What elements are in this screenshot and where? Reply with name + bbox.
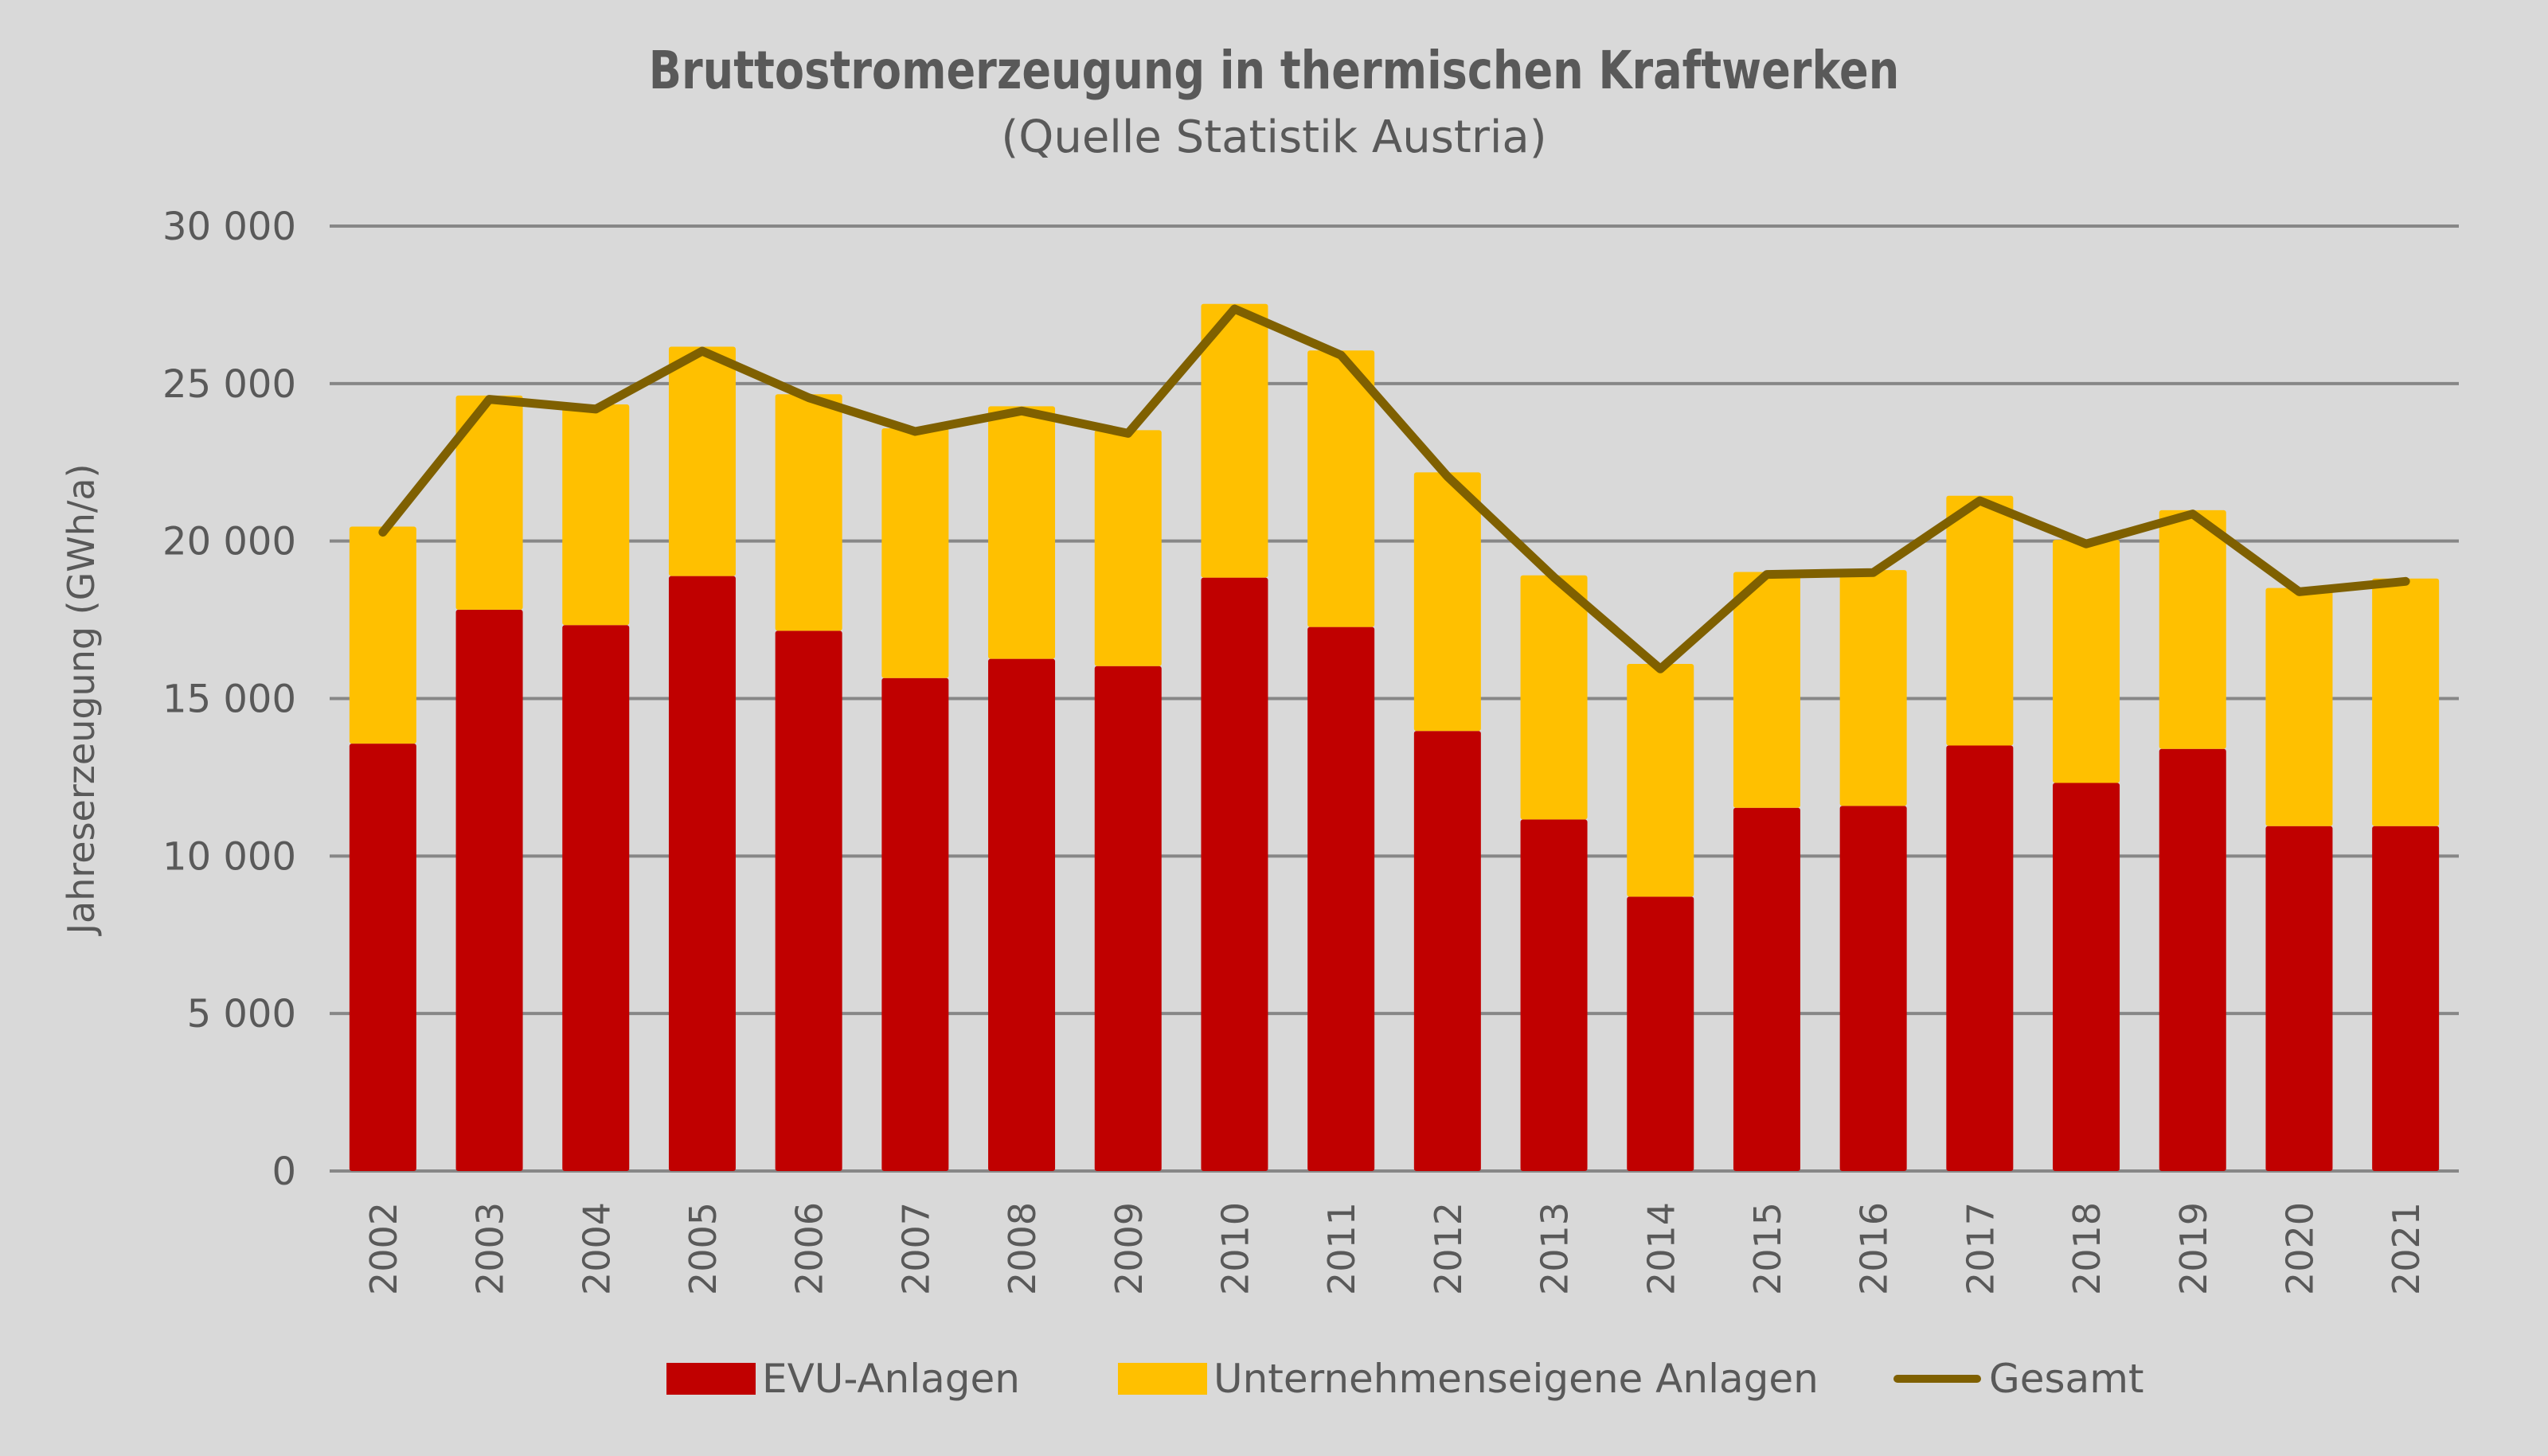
bar-unternehmen <box>988 406 1056 659</box>
bar-evu <box>2053 783 2120 1171</box>
x-tick-label: 2017 <box>1959 1202 2002 1295</box>
bar-unternehmen <box>2053 540 2120 783</box>
bar-evu <box>1413 731 1481 1171</box>
bar-evu <box>881 677 949 1171</box>
y-tick-label: 5 000 <box>187 992 296 1036</box>
bar-evu <box>1520 819 1588 1171</box>
bar-unternehmen <box>668 346 736 576</box>
legend-swatch-evu <box>666 1363 756 1395</box>
bar-evu <box>1839 806 1907 1171</box>
chart-subtitle: (Quelle Statistik Austria) <box>1001 111 1547 163</box>
x-tick-label: 2012 <box>1427 1202 1470 1295</box>
bar-evu <box>455 609 523 1171</box>
legend-swatch-gesamt <box>1893 1375 1981 1383</box>
bar-evu <box>1094 666 1162 1171</box>
x-tick-label: 2008 <box>1001 1202 1044 1295</box>
bar-unternehmen <box>2372 578 2440 826</box>
x-tick-label: 2019 <box>2172 1202 2215 1295</box>
legend-label-unternehmen: Unternehmenseigene Anlagen <box>1213 1356 1819 1402</box>
bar-evu <box>2372 826 2440 1171</box>
y-tick-label: 0 <box>272 1150 296 1194</box>
bar-evu <box>1946 745 2014 1171</box>
x-tick-label: 2011 <box>1320 1202 1363 1295</box>
x-tick-label: 2015 <box>1746 1202 1789 1295</box>
bar-unternehmen <box>2159 509 2226 749</box>
bar-unternehmen <box>1946 495 2014 746</box>
y-axis-label: Jahreserzeugung (GWh/a) <box>60 463 103 936</box>
y-tick-label: 30 000 <box>162 205 296 249</box>
bar-unternehmen <box>562 404 630 626</box>
x-tick-label: 2014 <box>1639 1202 1682 1295</box>
bar-evu <box>349 744 416 1171</box>
x-tick-label: 2004 <box>575 1202 618 1295</box>
x-tick-label: 2009 <box>1108 1202 1151 1295</box>
y-tick-label: 25 000 <box>162 362 296 407</box>
y-tick-label: 20 000 <box>162 520 296 564</box>
bar-unternehmen <box>1094 430 1162 666</box>
bar-unternehmen <box>1627 663 1694 897</box>
x-tick-label: 2003 <box>469 1202 512 1295</box>
x-tick-label: 2010 <box>1213 1202 1256 1295</box>
bar-unternehmen <box>2265 587 2333 826</box>
bar-unternehmen <box>349 526 416 744</box>
bar-evu <box>1733 807 1800 1171</box>
legend-label-evu: EVU-Anlagen <box>762 1356 1020 1402</box>
bar-evu <box>2265 826 2333 1171</box>
y-tick-label: 10 000 <box>162 834 296 879</box>
x-tick-label: 2007 <box>894 1202 937 1295</box>
x-tick-label: 2013 <box>1534 1202 1577 1295</box>
bar-evu <box>1627 896 1694 1171</box>
x-tick-label: 2016 <box>1853 1202 1896 1295</box>
bar-evu <box>562 625 630 1171</box>
bar-unternehmen <box>1413 472 1481 732</box>
x-tick-label: 2006 <box>788 1202 831 1295</box>
bar-evu <box>775 630 842 1171</box>
bar-unternehmen <box>1839 570 1907 806</box>
legend-item-unternehmen: Unternehmenseigene Anlagen <box>1118 1353 1819 1404</box>
x-tick-label: 2018 <box>2065 1202 2108 1295</box>
bar-unternehmen <box>881 428 949 678</box>
bar-evu <box>1201 577 1268 1171</box>
legend-swatch-unternehmen <box>1118 1363 1207 1395</box>
x-tick-label: 2005 <box>682 1202 725 1295</box>
bar-evu <box>668 576 736 1171</box>
x-tick-label: 2020 <box>2278 1202 2321 1295</box>
legend-label-gesamt: Gesamt <box>1989 1356 2144 1402</box>
bar-unternehmen <box>775 394 842 631</box>
bar-unternehmen <box>1201 303 1268 578</box>
x-tick-label: 2021 <box>2385 1202 2428 1295</box>
bar-evu <box>1307 627 1375 1171</box>
bar-unternehmen <box>1307 350 1375 627</box>
bar-evu <box>988 658 1056 1171</box>
bar-unternehmen <box>455 395 523 610</box>
legend-item-gesamt: Gesamt <box>1893 1353 2144 1404</box>
legend-item-evu: EVU-Anlagen <box>666 1353 1020 1404</box>
bar-evu <box>2159 748 2226 1171</box>
bar-unternehmen <box>1733 572 1800 808</box>
chart-title: Bruttostromerzeugung in thermischen Kraf… <box>648 40 1900 101</box>
line-gesamt <box>378 304 2410 673</box>
x-tick-label: 2002 <box>362 1202 405 1295</box>
y-tick-label: 15 000 <box>162 677 296 722</box>
bar-unternehmen <box>1520 575 1588 820</box>
